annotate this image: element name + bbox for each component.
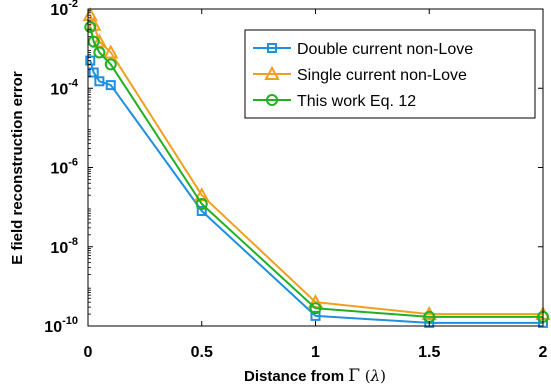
data-point [87, 35, 100, 48]
y-tick-label: 10-6 [50, 157, 78, 178]
legend-label: This work Eq. 12 [297, 93, 416, 110]
x-tick-label: 0.5 [191, 344, 213, 361]
series-3 [84, 21, 549, 323]
legend-item: Double current non-Love [253, 41, 473, 58]
legend-label: Single current non-Love [297, 67, 467, 84]
x-tick-label: 0 [84, 344, 93, 361]
x-tick-label: 1 [311, 344, 320, 361]
data-point [105, 80, 116, 91]
x-axis-label: Distance from Γ (λ) [244, 366, 386, 386]
legend-item: This work Eq. 12 [253, 93, 416, 110]
y-tick-label: 10-2 [50, 0, 78, 19]
data-point [93, 46, 106, 59]
data-point [88, 67, 99, 78]
legend-item: Single current non-Love [253, 65, 467, 84]
y-tick-label: 10-10 [44, 315, 78, 336]
legend-marker [267, 43, 277, 53]
series-line [89, 26, 543, 318]
y-tick-label: 10-4 [50, 77, 78, 98]
data-point [104, 58, 117, 71]
data-point [84, 21, 97, 34]
data-point [82, 7, 98, 22]
data-point [196, 205, 207, 216]
data-point [103, 44, 119, 59]
legend-box [244, 29, 536, 119]
data-point [94, 76, 105, 87]
legend-label: Double current non-Love [297, 41, 473, 58]
series-layer [82, 7, 551, 328]
x-tick-label: 1.5 [418, 344, 440, 361]
y-tick-label: 10-8 [50, 236, 78, 257]
data-point [194, 187, 210, 202]
data-point [195, 197, 208, 210]
y-axis-label: E field reconstruction error [9, 71, 26, 265]
data-point [310, 310, 321, 321]
ticks-layer: 0 0.5 1 1.5 2 10-10 10-8 10-6 10-4 10-2 [44, 0, 547, 361]
legend: Double current non-Love Single current no… [244, 29, 536, 119]
series-line [89, 60, 543, 324]
legend-marker [264, 65, 280, 80]
data-point [309, 302, 322, 315]
legend-marker [266, 94, 278, 106]
x-tick-label: 2 [539, 344, 548, 361]
